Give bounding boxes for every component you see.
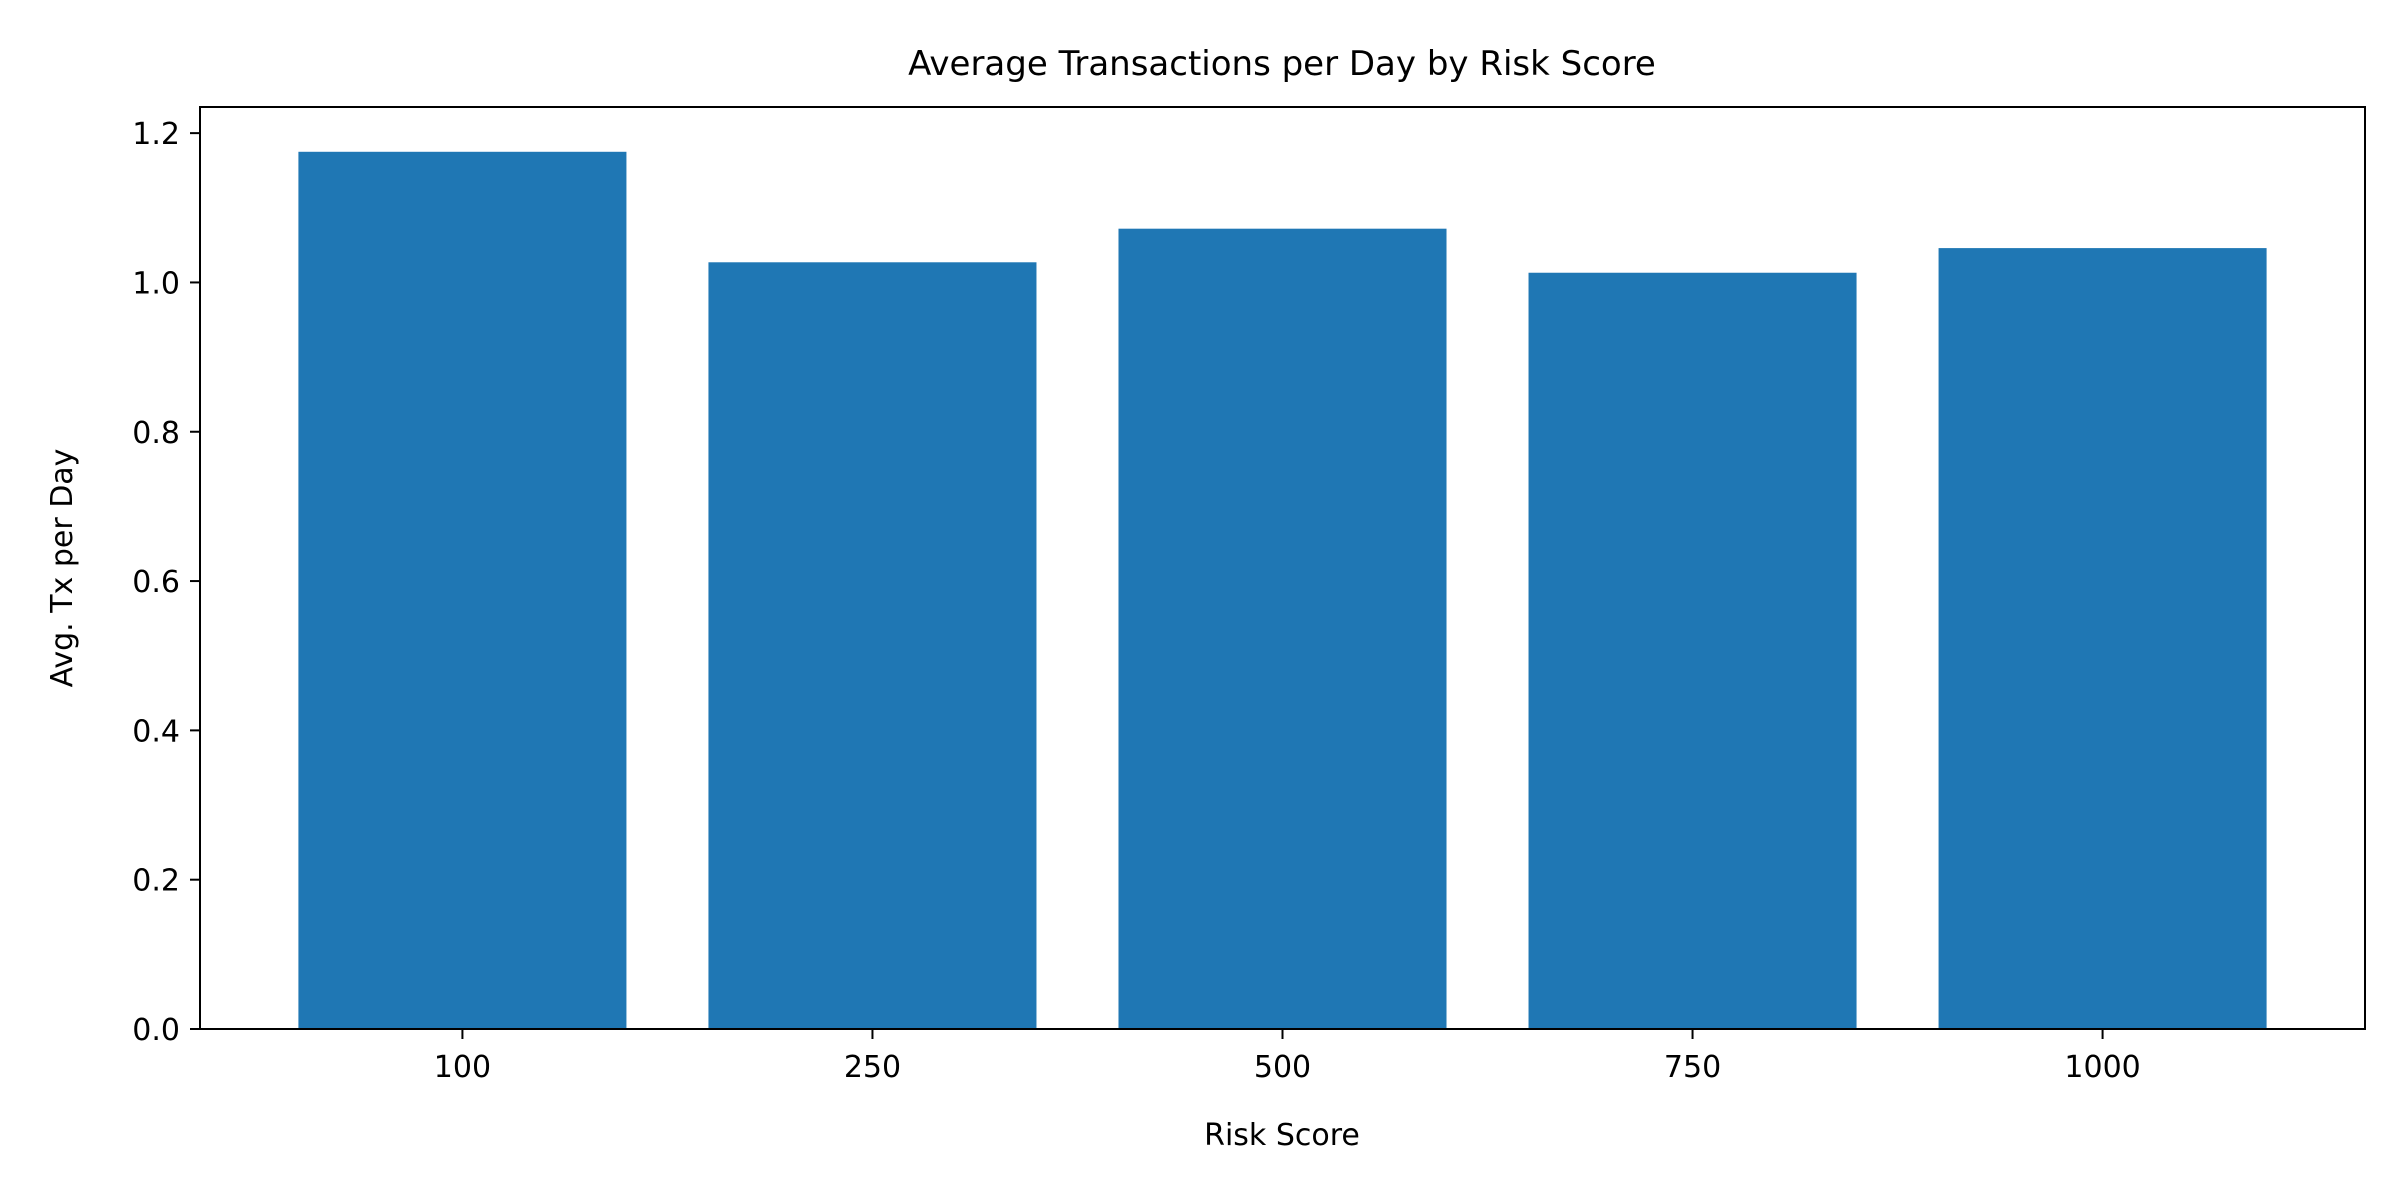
- bar-250: [708, 262, 1037, 1030]
- bar-750: [1528, 272, 1857, 1029]
- y-tick-label: 0.6: [132, 565, 180, 600]
- bar-1000: [1938, 248, 2267, 1029]
- y-axis-ticks: 0.0 0.2 0.4 0.6 0.8 1.0 1.2: [132, 117, 200, 1048]
- x-axis-ticks: 100 250 500 750 1000: [434, 1029, 2141, 1085]
- bar-100: [298, 151, 627, 1029]
- x-tick-label: 750: [1664, 1050, 1721, 1085]
- x-axis-label: Risk Score: [1204, 1118, 1360, 1153]
- chart-title: Average Transactions per Day by Risk Sco…: [908, 44, 1656, 84]
- y-tick-label: 0.4: [132, 714, 180, 749]
- bars-layer: [298, 151, 2267, 1030]
- x-tick-label: 250: [844, 1050, 901, 1085]
- y-tick-label: 0.0: [132, 1013, 180, 1048]
- y-axis-label: Avg. Tx per Day: [45, 449, 80, 688]
- x-tick-label: 100: [434, 1050, 491, 1085]
- x-tick-label: 500: [1254, 1050, 1311, 1085]
- y-tick-label: 1.2: [132, 117, 180, 152]
- y-tick-label: 1.0: [132, 266, 180, 301]
- y-tick-label: 0.8: [132, 416, 180, 451]
- x-tick-label: 1000: [2064, 1050, 2140, 1085]
- y-tick-label: 0.2: [132, 864, 180, 899]
- bar-500: [1118, 228, 1447, 1029]
- plot-area-frame: [199, 106, 2366, 1030]
